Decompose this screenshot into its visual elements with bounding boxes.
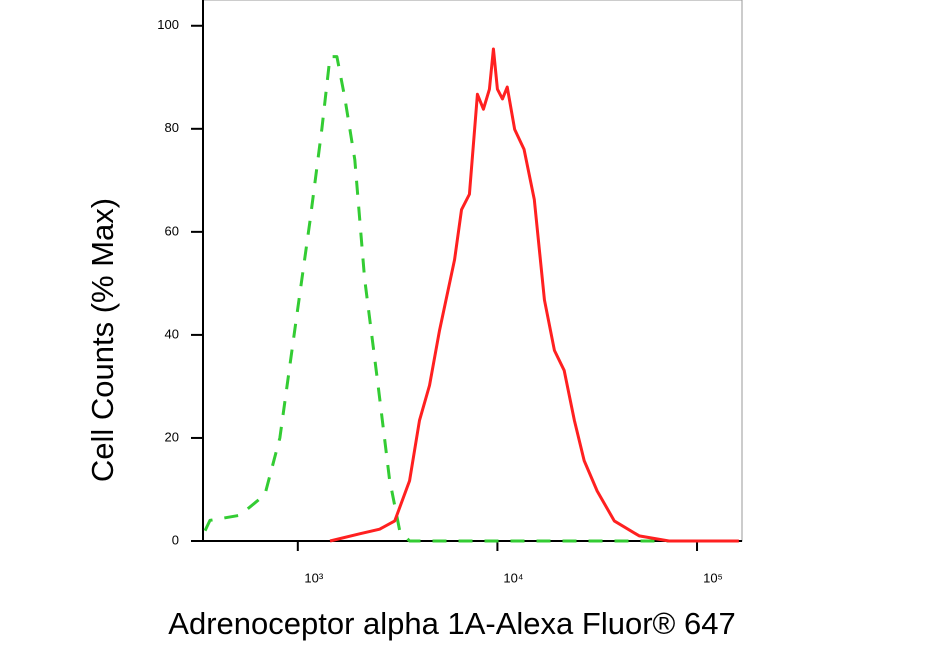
y-tick-label: 40 (165, 326, 179, 341)
y-axis-label: Cell Counts (% Max) (85, 198, 120, 482)
x-tick-label: 10⁴ (503, 570, 523, 585)
y-tick-label: 80 (165, 120, 179, 135)
series-line (329, 47, 739, 543)
x-axis-label: Adrenoceptor alpha 1A-Alexa Fluor® 647 (168, 606, 735, 641)
x-tick-label: 10³ (304, 570, 323, 585)
y-tick-label: 60 (165, 223, 179, 238)
y-tick-label: 0 (172, 532, 179, 547)
y-tick-label: 20 (165, 429, 179, 444)
x-tick-label: 10⁵ (703, 570, 723, 585)
plot-frame (202, 0, 743, 542)
series-line (203, 55, 739, 543)
y-tick-label: 100 (157, 17, 179, 32)
